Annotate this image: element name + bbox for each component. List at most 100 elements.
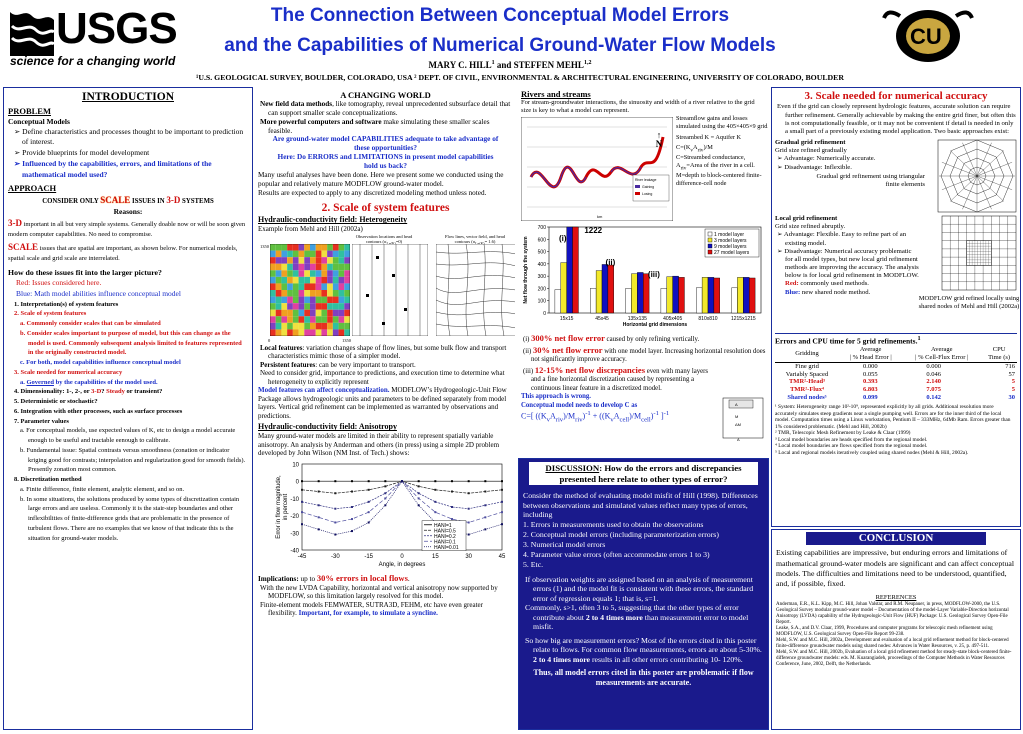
data-point xyxy=(351,529,353,532)
k-cell xyxy=(332,302,339,310)
k-cell xyxy=(275,256,282,264)
legend-box xyxy=(704,229,760,258)
x-tick-label: 810x810 xyxy=(698,316,717,322)
x-tick-label: 15 xyxy=(432,554,439,560)
y-tick-label: -10 xyxy=(290,497,299,503)
bar xyxy=(560,262,567,314)
data-point xyxy=(367,510,370,513)
k-cell xyxy=(338,289,345,297)
k-cell xyxy=(270,283,276,290)
river-desc-4b: =Area of the river in a cell. xyxy=(686,161,755,169)
computers-text: make simulating these smaller scales fea… xyxy=(268,117,490,135)
bar xyxy=(707,277,715,314)
footnote: ⁵ Local and regional models iteratively … xyxy=(775,449,969,456)
bar xyxy=(713,277,720,314)
k-cell xyxy=(310,302,316,310)
table-cell-cpu: 57 xyxy=(1008,370,1016,378)
k-cell xyxy=(275,309,282,316)
discussion-p1: Consider the method of evaluating model … xyxy=(523,491,758,520)
data-point xyxy=(384,492,387,495)
k-cell xyxy=(275,289,282,297)
k-cell xyxy=(327,250,333,257)
x-tick-label: 0 xyxy=(400,554,404,560)
x-tick-label: 30 xyxy=(465,554,472,560)
list-item: b. Fundamental issue: Spatial contrasts … xyxy=(20,446,246,474)
table-row: Shared nodes⁵ 0.099 0.142 30 xyxy=(775,394,1017,402)
k-cell xyxy=(292,315,299,323)
k-cell xyxy=(321,329,328,336)
lvda-para: With the new LVDA Capability, horizontal… xyxy=(260,583,498,601)
y-tick-label: 700 xyxy=(538,225,547,231)
data-point xyxy=(334,521,337,524)
k-cell xyxy=(338,256,345,264)
diagram-dm: ΔM xyxy=(735,422,741,427)
y-tick-label: 0 xyxy=(543,311,546,317)
k-cell xyxy=(287,283,293,290)
larger-picture-question: How do these issues fit into the larger … xyxy=(8,267,162,277)
k-cell xyxy=(310,276,316,284)
data-point xyxy=(484,490,487,493)
k-cell xyxy=(344,256,350,264)
k-cell xyxy=(292,263,299,270)
data-point xyxy=(384,497,387,500)
k-cell xyxy=(344,322,350,330)
mesh-spoke xyxy=(962,142,978,177)
table-cell-flux: 0.000 xyxy=(926,362,941,370)
k-field-grid xyxy=(270,243,350,336)
k-cell xyxy=(321,263,328,270)
x-tick-label: -30 xyxy=(331,554,340,560)
implications-head: Implications: xyxy=(258,574,299,583)
approach-heading: APPROACH xyxy=(8,182,57,193)
k-cell xyxy=(298,250,305,257)
local-features-text: : variation changes shape of flow lines,… xyxy=(268,343,507,361)
changing-world-panel: A CHANGING WORLD New field data methods,… xyxy=(255,87,516,730)
k-cell xyxy=(315,289,322,297)
k-cell xyxy=(310,315,316,323)
finding-i: (i) 300% net flow error caused by only r… xyxy=(521,333,766,344)
mesh-spoke xyxy=(976,175,1004,202)
discussion-p3: Commonly, s>1, often 3 to 5, suggesting … xyxy=(523,603,764,632)
gradual-item: ➢ Disadvantage: Inflexible. xyxy=(777,163,852,171)
k-cell xyxy=(275,322,282,330)
computers-para: More powerful computers and software mak… xyxy=(258,118,513,136)
k-cell xyxy=(281,302,288,310)
col-gridding: Gridding xyxy=(795,349,819,357)
k-cell xyxy=(298,269,305,277)
k-cell xyxy=(275,329,282,336)
legend-swatch xyxy=(707,250,713,255)
k-cell xyxy=(344,269,350,277)
anisotropy-para: Many ground-water models are limited in … xyxy=(258,432,500,458)
cu-logo-text: CU xyxy=(910,24,942,49)
k-cell xyxy=(281,250,288,257)
bar xyxy=(607,265,614,314)
k-cell xyxy=(332,289,339,297)
col-head-error: Average | % Head Error | xyxy=(839,346,902,362)
finding-iii: (iii) 12-15% net flow discrepancies even… xyxy=(521,365,766,393)
k-cell xyxy=(344,329,350,336)
table-row: Variably Spaced 0.055 0.046 57 xyxy=(775,371,1017,379)
table-cell-cpu: 30 xyxy=(1008,394,1016,402)
k-cell xyxy=(281,322,288,330)
k-cell xyxy=(275,296,282,303)
list-item: a. For conceptual models, use expected v… xyxy=(20,427,236,445)
k-cell xyxy=(310,250,316,257)
k-cell xyxy=(281,263,288,270)
local-features-head: Local features xyxy=(260,343,303,352)
model-features-text: MODFLOW’s Hydrogeologic-Unit Flow Packag… xyxy=(258,386,507,420)
legend-label: 3 model layers xyxy=(714,238,747,244)
bar xyxy=(631,273,638,314)
flow-caption-l3: = 1.6) xyxy=(484,239,496,245)
k-cell xyxy=(332,269,339,277)
data-point xyxy=(451,517,453,520)
errors-table: Gridding Average | % Head Error | Average… xyxy=(775,346,1017,402)
model-features-para: Model features can affect conceptualizat… xyxy=(258,386,513,420)
k-cell xyxy=(304,263,310,270)
k-cell xyxy=(332,243,339,251)
cm-bullet-2: ➢ Provide blueprints for model developme… xyxy=(14,148,150,158)
k-cell xyxy=(310,309,316,316)
table-cell-grid: TMR²-Flux⁴ xyxy=(790,386,824,394)
data-point xyxy=(334,507,337,510)
gradual-caption: Gradual grid refinement using triangular… xyxy=(816,172,925,188)
implications-para: Implications: up to 30% errors in local … xyxy=(258,573,513,584)
k-cell xyxy=(292,309,299,316)
